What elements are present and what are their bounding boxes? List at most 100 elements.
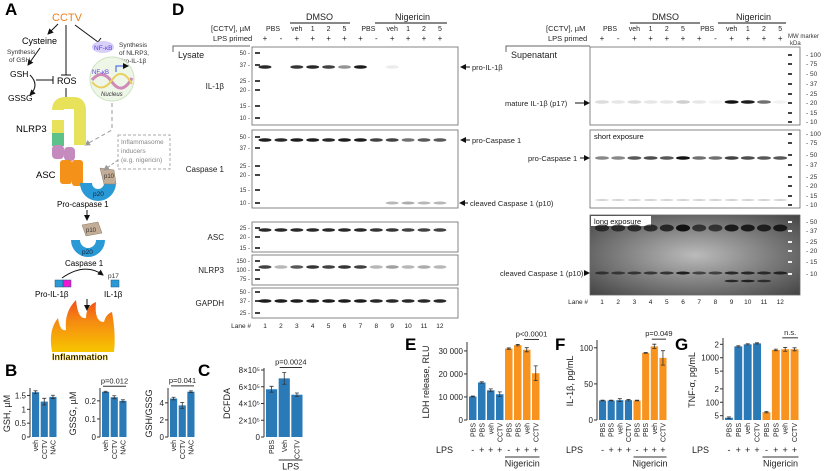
blot-band-faint — [740, 199, 755, 201]
y-tick-label: 0 — [92, 433, 97, 442]
ladder-band — [788, 241, 792, 243]
ladder-band — [255, 236, 260, 238]
blot-protein-label: Caspase 1 — [186, 165, 225, 174]
y-tick-label: 0 — [22, 433, 27, 442]
y-tick-label: 1.5 — [15, 392, 27, 401]
blot-panel-nlrp3: NLRP3 150 - 100 - 75 - — [198, 254, 459, 286]
error-bar — [269, 385, 274, 393]
synthesis-nlrp3-line2: of NLRP3, — [119, 50, 149, 57]
blot-band — [611, 156, 626, 160]
blot-band — [401, 228, 415, 232]
lane-number-left: 9 — [390, 323, 394, 330]
lps-sign: + — [783, 445, 788, 455]
bar — [291, 394, 303, 437]
bar — [633, 400, 641, 420]
ladder-band — [788, 133, 792, 135]
blot-band — [338, 228, 351, 232]
category-label: veh — [488, 423, 495, 434]
lane-number-left: 7 — [359, 323, 363, 330]
blot-band — [353, 65, 367, 69]
lps-sign: - — [507, 445, 510, 455]
bar — [514, 345, 522, 420]
band-label: cleaved Caspase 1 (p10) — [500, 269, 584, 278]
y-axis-label: GSH, µM — [2, 395, 12, 432]
lps-sign-left-10: + — [406, 34, 411, 43]
ladder-band — [788, 112, 792, 114]
category-label: PBS — [470, 423, 477, 437]
category-label: PBS — [600, 423, 607, 437]
category-label: CCTV — [112, 440, 119, 459]
ladder-band — [788, 195, 792, 197]
nigericin-header-left: Nigericin — [395, 12, 430, 22]
inflammation-label: Inflammation — [52, 352, 108, 362]
mw-tick-label: 20 - — [240, 173, 250, 179]
cctv-dose-left-7: PBS — [361, 26, 375, 33]
category-label: CCTV — [497, 423, 504, 442]
bar — [278, 378, 290, 437]
synthesis-gsh-line1: Synthesis — [7, 49, 36, 56]
error-bar — [112, 395, 117, 400]
category-label: CCTV — [792, 423, 799, 442]
mw-tick-label: 10 - — [240, 116, 250, 122]
group-label: LPS — [282, 462, 299, 471]
blot-band — [611, 100, 626, 104]
cctv-dose-right-7: PBS — [700, 26, 714, 33]
blot-band — [385, 138, 399, 142]
blot-frame — [251, 221, 459, 253]
ladder-band — [255, 89, 260, 91]
blot-band — [643, 156, 658, 160]
lps-sign-right-5: + — [664, 34, 669, 43]
lps-sign-left-9: + — [390, 34, 395, 43]
error-bar — [282, 372, 287, 385]
mw-tick-label: - 75 — [806, 61, 818, 68]
cctv-dose-left-5: 2 — [327, 26, 331, 33]
p10-label: p10 — [104, 174, 115, 180]
ladder-band — [255, 117, 260, 119]
category-label: NAC — [120, 440, 127, 455]
lps-sign-right-12: + — [778, 34, 783, 43]
bar — [266, 389, 278, 437]
mw-tick-label: 15 - — [240, 246, 250, 252]
blot-frame — [251, 287, 459, 319]
error-bar — [635, 399, 640, 402]
bar — [743, 344, 752, 420]
blot-band — [676, 224, 690, 232]
error-bar — [103, 390, 108, 393]
blot-band — [306, 138, 320, 142]
error-bar — [515, 344, 520, 347]
lps-sign: - — [765, 445, 768, 455]
exposure-tag-bg — [591, 131, 651, 141]
blot-band — [258, 265, 272, 269]
blot-band — [322, 65, 336, 69]
lane-number-right: 6 — [681, 299, 685, 306]
inducers-line2: inducers — [121, 148, 146, 155]
bar — [49, 396, 57, 437]
ladder-band — [255, 269, 260, 271]
blot-protein-label: NLRP3 — [198, 266, 224, 275]
blot-band — [353, 299, 367, 303]
lps-sign-right-8: - — [714, 34, 717, 43]
blot-band — [306, 228, 320, 232]
mw-tick-label: - 50 — [806, 219, 818, 226]
bar — [771, 349, 780, 420]
ladder-band — [788, 230, 792, 232]
error-bar — [171, 396, 176, 401]
lane-label-right: Lane # — [568, 299, 588, 306]
ladder-band — [255, 312, 260, 314]
category-label: PBS — [506, 423, 513, 437]
error-bar — [617, 398, 622, 402]
bar — [642, 352, 650, 420]
gsh-label: GSH — [10, 69, 28, 79]
p10-free-label: p10 — [86, 228, 97, 234]
blot-band — [401, 138, 415, 142]
cctv-dose-left-12: 5 — [438, 26, 442, 33]
mw-tick-label: - 25 — [806, 239, 818, 246]
blot-band — [757, 224, 771, 232]
category-label: PBS — [515, 423, 522, 437]
blot-band — [290, 65, 304, 69]
blot-band-p10 — [740, 271, 755, 275]
category-label: CCTV — [294, 440, 301, 459]
blot-band — [258, 138, 272, 142]
group-label: Nigericin — [632, 459, 667, 469]
bar — [624, 400, 632, 420]
